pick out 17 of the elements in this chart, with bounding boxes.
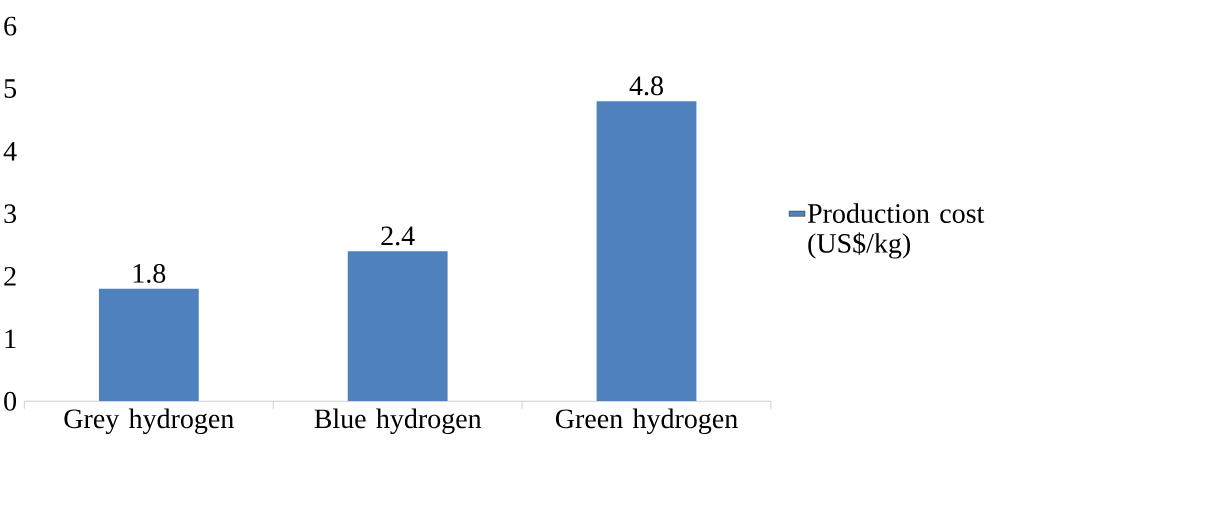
y-tick-label: 6 [4,16,17,36]
y-tick-label: 1 [5,329,16,348]
y-tick-label: 4 [3,141,17,161]
x-tick-label: Green hydrogen [555,408,738,434]
bar [98,288,199,402]
x-tick-label: Grey hydrogen [64,408,234,434]
bar [596,100,697,402]
legend-label: Production cost (US$/kg) [807,203,985,259]
y-tick-label: 0 [4,391,17,411]
x-tick-label: Blue hydrogen [314,408,482,434]
data-label: 2.4 [381,226,415,246]
bar [347,251,448,402]
y-tick-label: 2 [4,266,16,286]
data-label: 4.8 [629,76,663,96]
data-label: 1.8 [133,263,166,283]
y-tick-label: 5 [4,79,17,98]
y-tick-label: 3 [4,204,17,223]
